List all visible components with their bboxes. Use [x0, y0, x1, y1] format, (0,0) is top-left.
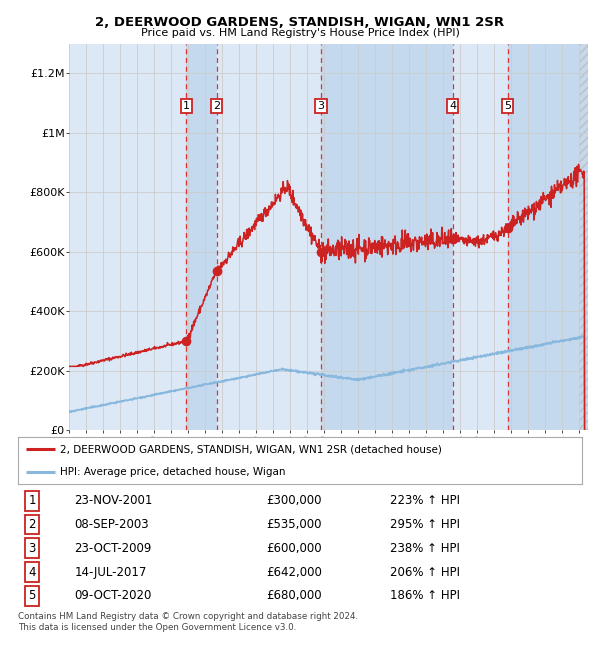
Text: 23-OCT-2009: 23-OCT-2009	[74, 542, 152, 555]
Text: HPI: Average price, detached house, Wigan: HPI: Average price, detached house, Wiga…	[60, 467, 286, 477]
Text: 2, DEERWOOD GARDENS, STANDISH, WIGAN, WN1 2SR (detached house): 2, DEERWOOD GARDENS, STANDISH, WIGAN, WN…	[60, 444, 442, 454]
Text: 09-OCT-2020: 09-OCT-2020	[74, 590, 152, 603]
Text: 4: 4	[449, 101, 456, 111]
Text: 2: 2	[28, 518, 36, 531]
Text: £535,000: £535,000	[266, 518, 322, 531]
Text: £300,000: £300,000	[266, 494, 322, 507]
Text: 2, DEERWOOD GARDENS, STANDISH, WIGAN, WN1 2SR: 2, DEERWOOD GARDENS, STANDISH, WIGAN, WN…	[95, 16, 505, 29]
Text: 223% ↑ HPI: 223% ↑ HPI	[390, 494, 460, 507]
Bar	[187, 44, 217, 430]
Text: 08-SEP-2003: 08-SEP-2003	[74, 518, 149, 531]
Text: 23-NOV-2001: 23-NOV-2001	[74, 494, 153, 507]
Text: 1: 1	[28, 494, 36, 507]
Text: 5: 5	[504, 101, 511, 111]
Text: 206% ↑ HPI: 206% ↑ HPI	[390, 566, 460, 578]
Bar	[217, 44, 321, 430]
Text: Price paid vs. HM Land Registry's House Price Index (HPI): Price paid vs. HM Land Registry's House …	[140, 28, 460, 38]
Text: 295% ↑ HPI: 295% ↑ HPI	[390, 518, 460, 531]
Text: £642,000: £642,000	[266, 566, 322, 578]
Text: 238% ↑ HPI: 238% ↑ HPI	[390, 542, 460, 555]
Bar	[452, 44, 508, 430]
Bar	[69, 44, 187, 430]
Text: 3: 3	[317, 101, 325, 111]
Text: £680,000: £680,000	[266, 590, 322, 603]
Text: £600,000: £600,000	[266, 542, 322, 555]
Text: Contains HM Land Registry data © Crown copyright and database right 2024.
This d: Contains HM Land Registry data © Crown c…	[18, 612, 358, 632]
Text: 14-JUL-2017: 14-JUL-2017	[74, 566, 147, 578]
Text: 4: 4	[28, 566, 36, 578]
Bar	[580, 44, 588, 430]
Text: 1: 1	[183, 101, 190, 111]
Text: 2: 2	[213, 101, 220, 111]
Text: 3: 3	[28, 542, 36, 555]
Text: 186% ↑ HPI: 186% ↑ HPI	[390, 590, 460, 603]
Text: 5: 5	[28, 590, 36, 603]
Bar	[321, 44, 452, 430]
Bar	[508, 44, 588, 430]
Bar	[580, 44, 588, 430]
